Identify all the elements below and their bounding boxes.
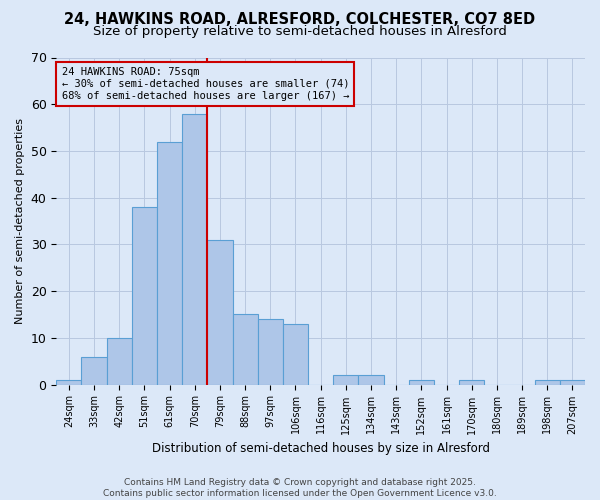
Bar [560,380,585,384]
Text: 24 HAWKINS ROAD: 75sqm
← 30% of semi-detached houses are smaller (74)
68% of sem: 24 HAWKINS ROAD: 75sqm ← 30% of semi-det… [62,68,349,100]
Text: 24, HAWKINS ROAD, ALRESFORD, COLCHESTER, CO7 8ED: 24, HAWKINS ROAD, ALRESFORD, COLCHESTER,… [64,12,536,28]
Bar [157,142,182,384]
Bar [283,324,308,384]
Text: Contains HM Land Registry data © Crown copyright and database right 2025.
Contai: Contains HM Land Registry data © Crown c… [103,478,497,498]
Bar [358,375,383,384]
Bar [333,375,358,384]
Text: Size of property relative to semi-detached houses in Alresford: Size of property relative to semi-detach… [93,25,507,38]
Bar [459,380,484,384]
Bar [257,319,283,384]
Bar [535,380,560,384]
Bar [56,380,82,384]
Bar [132,207,157,384]
Bar [233,314,257,384]
Bar [107,338,132,384]
X-axis label: Distribution of semi-detached houses by size in Alresford: Distribution of semi-detached houses by … [152,442,490,455]
Y-axis label: Number of semi-detached properties: Number of semi-detached properties [15,118,25,324]
Bar [82,356,107,384]
Bar [409,380,434,384]
Bar [208,240,233,384]
Bar [182,114,208,384]
